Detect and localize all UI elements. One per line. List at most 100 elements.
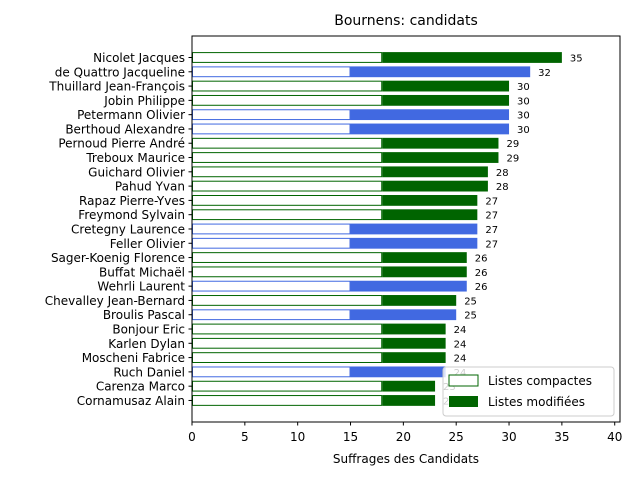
legend-label-modified: Listes modifiées — [488, 395, 585, 409]
bar-modified — [350, 309, 457, 321]
legend: Listes compactes Listes modifiées — [442, 366, 615, 417]
y-tick-label: de Quattro Jacqueline — [55, 65, 185, 79]
data-label: 30 — [517, 111, 530, 122]
bar-compact — [192, 295, 383, 306]
data-label: 29 — [506, 139, 519, 150]
bar-compact — [192, 323, 383, 335]
x-tick-label: 35 — [554, 430, 569, 444]
bar-compact — [192, 337, 383, 349]
data-label: 25 — [464, 311, 477, 322]
bar-modified — [382, 395, 436, 406]
data-label: 27 — [485, 211, 498, 222]
data-label: 24 — [454, 325, 467, 336]
bar-modified — [382, 337, 446, 349]
bar-modified — [382, 352, 446, 363]
data-label: 27 — [485, 239, 498, 250]
bar-modified — [382, 323, 446, 335]
x-axis: 0 5 10 15 20 25 30 35 40 — [188, 422, 622, 444]
y-tick-label: Wehrli Laurent — [97, 280, 185, 294]
x-tick-label: 20 — [396, 430, 411, 444]
bar-modified — [382, 266, 467, 278]
bar-compact — [192, 195, 383, 206]
bar-modified — [350, 223, 478, 235]
bar-modified — [382, 209, 478, 221]
data-label: 27 — [485, 196, 498, 207]
data-label: 35 — [570, 54, 583, 65]
y-tick-label: Jobin Philippe — [103, 94, 185, 108]
y-tick-label: Feller Olivier — [110, 237, 185, 251]
bar-modified — [382, 195, 478, 206]
bar-compact — [192, 380, 383, 392]
bar-modified — [350, 123, 510, 135]
y-tick-label: Buffat Michaël — [99, 265, 185, 279]
bar-compact — [192, 109, 351, 121]
bar-compact — [192, 166, 383, 178]
x-tick-label: 40 — [607, 430, 622, 444]
y-tick-label: Guichard Olivier — [88, 165, 185, 179]
legend-label-compact: Listes compactes — [488, 374, 592, 388]
bar-compact — [192, 252, 383, 263]
bar-modified — [382, 252, 467, 263]
data-label: 29 — [506, 154, 519, 165]
bar-compact — [192, 152, 383, 163]
bar-compact — [192, 237, 351, 249]
bar-compact — [192, 223, 351, 235]
bar-modified — [382, 180, 488, 192]
bar-modified — [382, 80, 510, 92]
x-tick-label: 5 — [241, 430, 249, 444]
x-tick-label: 30 — [501, 430, 516, 444]
x-tick-label: 15 — [343, 430, 358, 444]
data-label: 25 — [464, 296, 477, 307]
y-tick-label: Ruch Daniel — [113, 365, 185, 379]
y-tick-label: Thuillard Jean-François — [48, 80, 185, 94]
y-tick-label: Moscheni Fabrice — [82, 351, 185, 365]
bar-compact — [192, 280, 351, 292]
y-tick-label: Broulis Pascal — [103, 308, 185, 322]
bar-compact — [192, 352, 383, 363]
data-label: 30 — [517, 96, 530, 107]
chart-title: Bournens: candidats — [334, 13, 478, 29]
bar-compact — [192, 123, 351, 135]
bar-compact — [192, 52, 383, 63]
bar-compact — [192, 266, 383, 278]
data-label: 24 — [454, 354, 467, 365]
x-tick-label: 10 — [290, 430, 305, 444]
bar-modified — [382, 166, 488, 178]
data-label: 30 — [517, 82, 530, 93]
y-tick-label: Pahud Yvan — [115, 180, 185, 194]
bar-compact — [192, 366, 351, 378]
bar-modified — [350, 109, 510, 121]
bar-compact — [192, 209, 383, 221]
data-label: 26 — [475, 268, 488, 279]
bar-compact — [192, 66, 351, 78]
y-tick-label: Berthoud Alexandre — [65, 122, 185, 136]
chart-marks: 35 32 30 30 30 30 29 29 28 28 27 27 27 27 26 26 26 25 25 24… — [192, 52, 583, 407]
legend-box — [442, 366, 615, 417]
y-tick-label: Treboux Maurice — [85, 151, 185, 165]
bar-modified — [350, 237, 478, 249]
bar-modified — [382, 380, 436, 392]
bar-compact — [192, 137, 383, 149]
x-tick-label: 25 — [449, 430, 464, 444]
bar-modified — [350, 66, 531, 78]
bar-compact — [192, 180, 383, 192]
y-tick-label: Karlen Dylan — [108, 337, 185, 351]
y-tick-label: Carenza Marco — [96, 380, 185, 394]
y-tick-label: Cretegny Laurence — [71, 222, 185, 236]
y-tick-label: Pernoud Pierre André — [58, 137, 185, 151]
bar-modified — [382, 295, 457, 306]
bar-compact — [192, 309, 351, 321]
y-tick-label: Cornamusaz Alain — [77, 394, 185, 408]
legend-swatch-compact — [448, 374, 479, 387]
bar-compact — [192, 395, 383, 406]
y-tick-label: Sager-Koenig Florence — [51, 251, 185, 265]
bar-modified — [382, 152, 499, 163]
legend-swatch-modified — [449, 396, 478, 407]
data-label: 24 — [454, 339, 467, 350]
bar-modified — [382, 137, 499, 149]
y-tick-label: Freymond Sylvain — [78, 208, 185, 222]
bar-modified — [382, 52, 562, 63]
bar-modified — [382, 94, 510, 106]
